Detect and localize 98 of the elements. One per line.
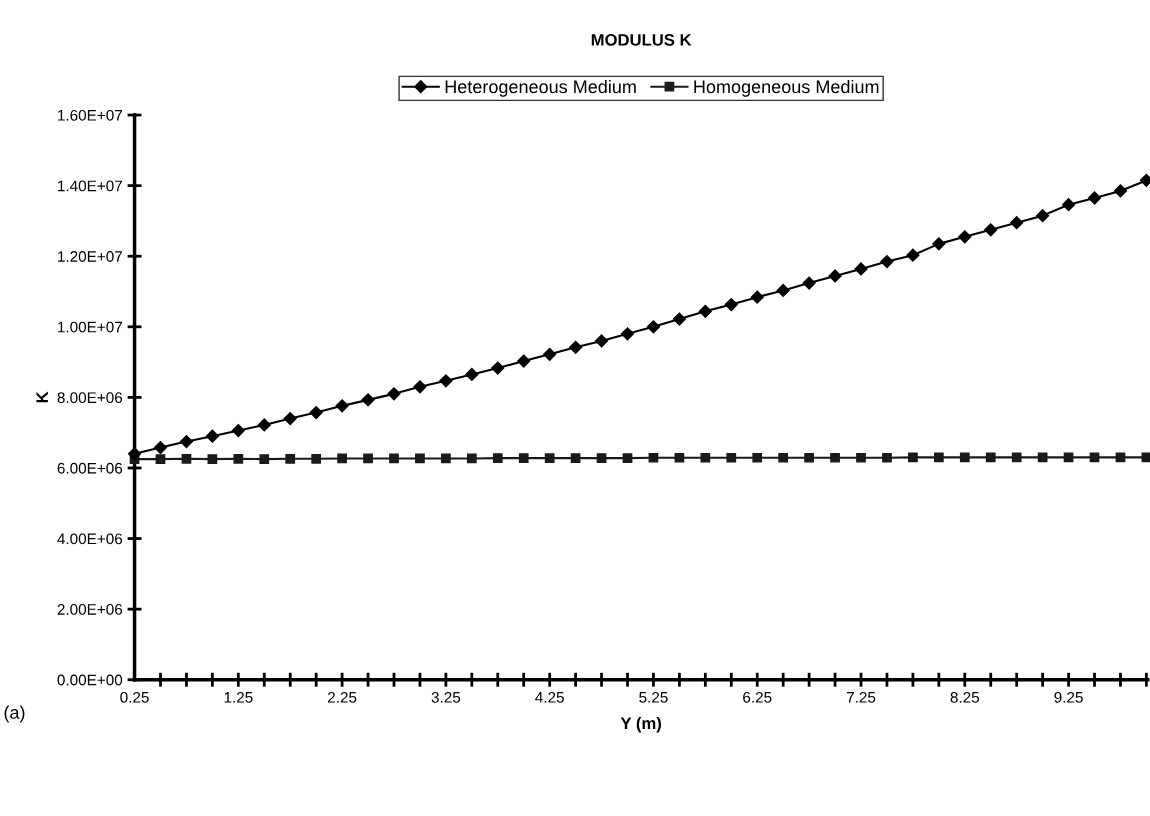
point	[984, 223, 998, 237]
point	[466, 453, 477, 464]
point	[389, 453, 399, 464]
point	[311, 453, 322, 464]
point	[309, 405, 323, 420]
y-tick-label: 1.60E+07	[58, 109, 122, 121]
point	[518, 453, 529, 463]
point	[283, 411, 297, 426]
point	[726, 452, 737, 463]
point	[776, 283, 790, 298]
point	[620, 327, 635, 341]
point	[672, 312, 686, 326]
point	[257, 418, 271, 432]
point	[1036, 209, 1050, 223]
point	[415, 453, 425, 464]
point	[127, 447, 142, 461]
point	[622, 453, 633, 463]
y-tick-label: 6.00E+06	[57, 462, 123, 474]
point	[465, 367, 479, 382]
point	[179, 434, 194, 449]
point	[778, 452, 789, 463]
point	[155, 454, 166, 465]
point	[569, 340, 583, 354]
x-tick-label: 9.25	[1054, 691, 1083, 703]
y-tick-label: 1.40E+07	[58, 180, 122, 192]
point	[882, 452, 892, 463]
point	[906, 248, 920, 262]
point	[700, 452, 711, 463]
point	[1010, 216, 1024, 230]
point	[363, 453, 373, 464]
x-tick-label: 7.25	[846, 691, 876, 703]
x-tick-label: 3.25	[431, 691, 461, 703]
x-tick-label: 8.25	[950, 691, 980, 703]
x-tick-label: 5.25	[639, 691, 668, 703]
point	[492, 453, 503, 463]
point	[594, 334, 609, 348]
text: (a)	[4, 705, 25, 723]
point	[361, 393, 375, 407]
point	[441, 453, 451, 464]
y-tick-label: 8.00E+06	[57, 392, 123, 404]
point	[544, 453, 555, 463]
y-tick-label: 1.20E+07	[58, 251, 122, 262]
legend-label: Homogeneous Medium	[694, 79, 879, 97]
point	[648, 452, 659, 463]
x-tick-label: 2.25	[328, 691, 357, 703]
point	[181, 453, 192, 464]
x-tick-label: 4.25	[535, 691, 564, 703]
point	[231, 423, 245, 438]
point	[1087, 191, 1102, 205]
point	[413, 380, 427, 394]
y-tick-label: 0.00E+00	[57, 674, 123, 686]
point	[802, 276, 816, 290]
point	[854, 262, 868, 276]
point	[517, 354, 531, 368]
y-tick-label: 2.00E+06	[57, 604, 123, 615]
x-tick-label: 1.25	[224, 691, 253, 703]
point	[259, 454, 270, 465]
y-tick-label: 1.00E+07	[58, 321, 122, 333]
point	[543, 347, 557, 361]
point	[908, 452, 918, 463]
point	[153, 440, 168, 455]
point	[337, 453, 347, 464]
point	[285, 453, 296, 464]
point	[205, 429, 219, 443]
x-tick-label: 6.25	[743, 691, 772, 703]
point	[674, 452, 685, 463]
point	[880, 254, 894, 269]
chart-title: MODULUS K	[591, 33, 692, 46]
point	[1061, 198, 1076, 212]
point	[932, 237, 946, 251]
point	[1113, 184, 1128, 198]
point	[804, 452, 814, 463]
point	[596, 453, 607, 463]
point	[439, 374, 453, 388]
y-tick-label: 4.00E+06	[57, 533, 123, 545]
x-axis-title: Y (m)	[620, 716, 661, 733]
point	[752, 452, 763, 463]
point	[570, 453, 581, 463]
point	[233, 453, 244, 464]
point	[387, 387, 401, 401]
point	[698, 304, 712, 318]
point	[856, 452, 866, 463]
point	[646, 320, 661, 334]
point	[933, 452, 944, 463]
point	[828, 269, 842, 283]
point	[335, 399, 349, 413]
legend-label: Heterogeneous Medium	[445, 79, 636, 97]
point	[959, 452, 970, 463]
point	[724, 297, 738, 312]
point	[207, 454, 218, 465]
y-axis-title: K	[36, 391, 48, 403]
point	[1011, 452, 1022, 463]
point	[830, 452, 840, 463]
point	[750, 290, 764, 304]
point	[491, 361, 505, 375]
x-tick-label: 0.25	[120, 691, 149, 703]
point	[958, 230, 972, 244]
point	[985, 452, 996, 463]
